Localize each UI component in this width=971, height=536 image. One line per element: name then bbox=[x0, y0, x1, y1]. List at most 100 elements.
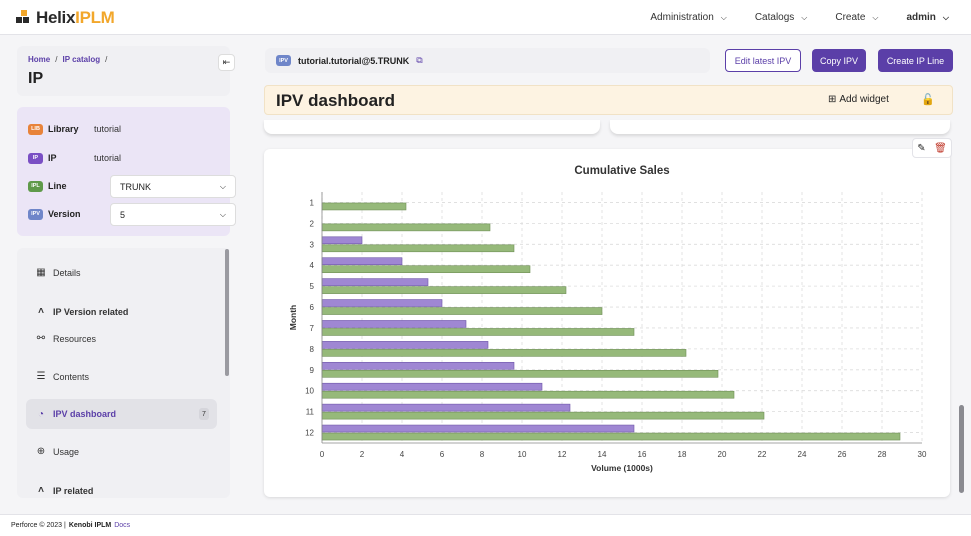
edit-pencil-icon[interactable]: ✎ bbox=[917, 142, 926, 154]
bar-series-1 bbox=[321, 236, 363, 245]
brand-name: HelixIPLM bbox=[36, 8, 115, 27]
sidebar-item-ipv-dashboard[interactable]: ◔ IPV dashboard 7 bbox=[26, 399, 217, 429]
main-nav: Administration ⌵ Catalogs ⌵ Create ⌵ admin ⌵ bbox=[650, 0, 971, 35]
sidebar-item-label: IPV dashboard bbox=[53, 409, 117, 419]
nav-create-label: Create bbox=[835, 12, 866, 23]
sidebar-item-label: Usage bbox=[53, 446, 80, 457]
chevron-down-icon: ⌵ bbox=[872, 12, 879, 22]
collapse-sidebar-button[interactable]: ⇤ bbox=[218, 54, 235, 71]
property-label: IP bbox=[48, 153, 57, 163]
add-widget-button[interactable]: ⊞ Add widget bbox=[828, 94, 889, 105]
breadcrumb-home[interactable]: Home bbox=[28, 55, 51, 64]
bar-series-1 bbox=[321, 320, 467, 328]
version-select[interactable]: 5 ⌵ bbox=[110, 203, 236, 226]
sidebar-item-contents[interactable]: ☰ Contents bbox=[35, 371, 90, 382]
nav-administration-label: Administration bbox=[650, 12, 714, 23]
target-icon: ⊕ bbox=[36, 446, 46, 457]
sidebar-item-usage[interactable]: ⊕ Usage bbox=[35, 446, 79, 457]
y-tick-label: 5 bbox=[310, 282, 315, 291]
chevron-down-icon: ⌵ bbox=[219, 181, 226, 191]
y-axis-label: Month bbox=[288, 305, 298, 331]
x-tick-label: 18 bbox=[678, 450, 687, 459]
y-tick-label: 8 bbox=[310, 345, 315, 354]
dashboard-title: IPV dashboard bbox=[276, 91, 396, 110]
widget-card bbox=[264, 120, 600, 134]
bar-series-2 bbox=[321, 286, 567, 294]
y-tick-label: 12 bbox=[305, 429, 314, 438]
create-ip-line-button[interactable]: Create IP Line bbox=[878, 49, 953, 72]
collapse-left-icon: ⇤ bbox=[222, 57, 231, 67]
sidebar-section-ip-related[interactable]: ˄ IP related bbox=[35, 485, 93, 496]
sidebar-item-label: Resources bbox=[53, 333, 97, 344]
top-navbar: HelixIPLM Administration ⌵ Catalogs ⌵ Crea… bbox=[0, 0, 971, 35]
footer-docs-link[interactable]: Docs bbox=[114, 522, 131, 529]
brand-logo[interactable]: HelixIPLM bbox=[16, 8, 115, 28]
delete-trash-icon[interactable]: 🗑 bbox=[934, 142, 947, 154]
property-library: LIB Library tutorial bbox=[28, 119, 121, 139]
bar-series-2 bbox=[321, 349, 687, 357]
ipv-name: tutorial.tutorial@5.TRUNK bbox=[298, 55, 410, 66]
sidebar-item-resources[interactable]: ⚯ Resources bbox=[35, 333, 96, 344]
lib-badge-icon: LIB bbox=[28, 123, 43, 135]
chevron-up-icon: ˄ bbox=[38, 306, 44, 317]
nav-user-label: admin bbox=[906, 12, 936, 23]
y-tick-label: 3 bbox=[310, 240, 315, 249]
y-tick-label: 6 bbox=[310, 303, 315, 312]
grid-icon: ▦ bbox=[36, 267, 46, 278]
count-badge: 7 bbox=[199, 408, 209, 420]
ipl-badge-icon: IPL bbox=[28, 180, 43, 192]
nav-create[interactable]: Create ⌵ bbox=[835, 12, 878, 23]
nav-catalogs[interactable]: Catalogs ⌵ bbox=[755, 12, 808, 23]
ipv-badge-icon: IPV bbox=[28, 208, 43, 220]
bar-series-2 bbox=[321, 390, 735, 399]
copy-icon[interactable]: ⧉ bbox=[416, 55, 423, 65]
sidebar-item-details[interactable]: ▦ Details bbox=[35, 267, 80, 278]
y-tick-label: 2 bbox=[310, 219, 315, 228]
x-tick-label: 12 bbox=[558, 450, 567, 459]
sidebar-scrollbar[interactable] bbox=[225, 249, 229, 376]
unlock-icon[interactable]: 🔓 bbox=[921, 94, 935, 106]
bar-series-2 bbox=[321, 265, 531, 274]
page-title: IP bbox=[28, 70, 44, 87]
breadcrumb-separator: / bbox=[105, 55, 108, 64]
ip-properties-card: LIB Library tutorial IP IP tutorial IPL … bbox=[17, 107, 236, 236]
property-line: IPL Line bbox=[28, 176, 94, 196]
property-version: IPV Version bbox=[28, 204, 94, 224]
line-select[interactable]: TRUNK ⌵ bbox=[110, 175, 236, 198]
footer-product: Kenobi IPLM bbox=[68, 522, 112, 529]
copy-ipv-button[interactable]: Copy IPV bbox=[812, 49, 866, 72]
y-tick-label: 4 bbox=[310, 261, 315, 270]
bar-series-2 bbox=[321, 369, 719, 378]
chevron-down-icon: ⌵ bbox=[720, 12, 727, 22]
breadcrumb-separator: / bbox=[55, 55, 58, 64]
bar-series-1 bbox=[321, 361, 515, 370]
line-select-value: TRUNK bbox=[120, 181, 151, 192]
sidebar-menu: ▦ Details ˄ IP Version related ⚯ Resources … bbox=[17, 248, 230, 498]
ipv-identifier: IPV tutorial.tutorial@5.TRUNK ⧉ bbox=[265, 48, 710, 73]
nav-catalogs-label: Catalogs bbox=[754, 12, 795, 23]
nav-administration[interactable]: Administration ⌵ bbox=[650, 12, 726, 23]
breadcrumb-ip-catalog[interactable]: IP catalog bbox=[62, 55, 101, 64]
edit-latest-ipv-button[interactable]: Edit latest IPV bbox=[725, 49, 801, 72]
bar-series-1 bbox=[321, 257, 403, 266]
breadcrumb-card: Home / IP catalog / IP bbox=[17, 46, 230, 96]
sidebar-section-ipv-related[interactable]: ˄ IP Version related bbox=[35, 306, 128, 317]
add-widget-icon: ⊞ bbox=[828, 94, 837, 105]
sidebar-item-label: Contents bbox=[53, 371, 90, 382]
bar-series-1 bbox=[321, 299, 443, 307]
property-label: Library bbox=[48, 124, 79, 134]
bar-series-2 bbox=[321, 223, 491, 232]
property-value: tutorial bbox=[94, 153, 122, 163]
sidebar-section-label: IP related bbox=[53, 485, 94, 496]
bar-series-2 bbox=[321, 411, 765, 420]
bar-series-1 bbox=[321, 278, 429, 286]
y-tick-label: 1 bbox=[310, 198, 315, 207]
main-scrollbar[interactable] bbox=[959, 405, 964, 493]
ip-badge-icon: IP bbox=[28, 152, 43, 164]
bar-series-2 bbox=[321, 328, 635, 336]
nav-user-menu[interactable]: admin ⌵ bbox=[906, 12, 949, 23]
x-tick-label: 6 bbox=[440, 450, 445, 459]
property-ip: IP IP tutorial bbox=[28, 148, 121, 168]
widget-card bbox=[610, 120, 950, 134]
